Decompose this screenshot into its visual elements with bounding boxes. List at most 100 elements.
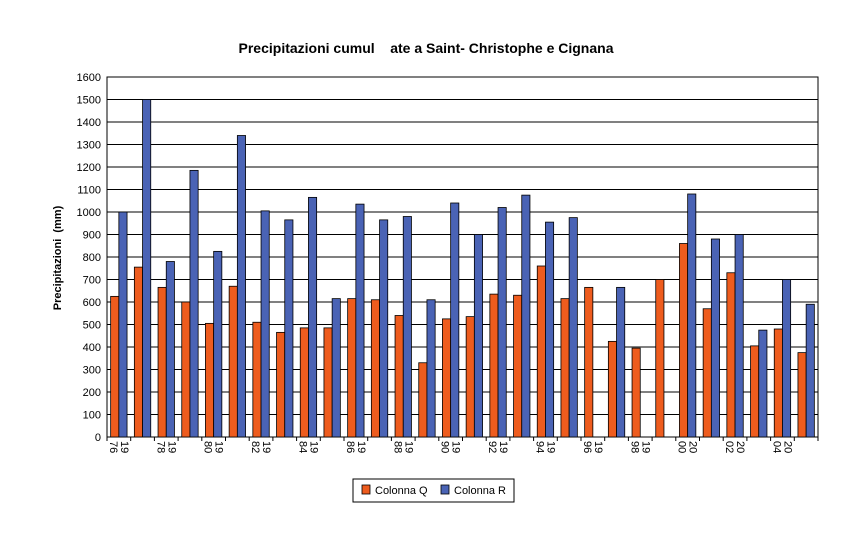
x-tick-label-year: 92 [486,441,498,453]
bar-colonna-q [465,316,475,438]
x-tick-label-century: 20 [687,441,699,453]
bar-colonna-r [118,211,128,438]
y-axis-ticks: 0 100 200 300 400 500 600 700 800 900 1000 1100 1200… [77,72,101,444]
x-tick-label-century: 19 [118,441,130,453]
x-tick-label-century: 19 [592,441,604,453]
x-tick-label-century: 19 [450,441,462,453]
x-tick-label-year: 94 [533,441,545,453]
legend-label: Colonna R [454,485,506,497]
bar-colonna-q [347,298,357,438]
y-tick-label: 700 [83,275,101,287]
x-tick-label-year: 02 [723,441,735,453]
bar-colonna-q [394,315,404,438]
x-tick-label-century: 19 [307,441,319,453]
x-tick-label-century: 19 [260,441,272,453]
x-tick-label-century: 19 [355,441,367,453]
x-tick-label-century: 20 [734,441,746,453]
x-tick-label-year: 00 [676,441,688,453]
bar-colonna-q [797,352,807,438]
bar-colonna-r [331,298,341,438]
y-tick-label: 600 [83,297,101,309]
bar-colonna-r [402,216,412,438]
y-tick-label: 0 [95,432,101,444]
y-tick-label: 1400 [77,117,101,129]
bar-colonna-r [142,99,152,438]
bar-colonna-r [805,303,815,438]
y-tick-label: 300 [83,365,101,377]
bar-colonna-q [205,322,215,438]
bar-colonna-q [110,295,120,438]
x-tick-label-century: 19 [497,441,509,453]
x-tick-label-year: 84 [296,441,308,453]
x-tick-label-century: 20 [781,441,793,453]
bar-colonna-r [165,261,175,438]
x-tick-label-year: 80 [202,441,214,453]
bar-colonna-r [568,217,578,438]
x-tick-label-year: 98 [628,441,640,453]
bar-colonna-r [379,219,389,438]
y-tick-label: 1300 [77,140,101,152]
bar-colonna-r [710,238,720,438]
bar-colonna-r [450,202,460,438]
bar-colonna-r [782,279,792,438]
x-tick-label-year: 86 [344,441,356,453]
y-tick-label: 1000 [77,207,101,219]
x-tick-label-century: 19 [165,441,177,453]
y-tick-label: 200 [83,387,101,399]
bar-colonna-q [536,265,546,438]
x-tick-label-year: 96 [581,441,593,453]
y-tick-label: 1500 [77,95,101,107]
x-tick-label-year: 04 [770,441,782,453]
bar-colonna-q [750,345,760,438]
y-tick-label: 100 [83,410,101,422]
y-tick-label: 400 [83,342,101,354]
x-tick-label-century: 19 [544,441,556,453]
bar-colonna-q [442,318,452,438]
bar-colonna-q [299,327,309,438]
bar-colonna-r [284,219,294,438]
bar-colonna-r [497,207,507,438]
legend-swatch [361,484,371,495]
legend-box [352,478,515,503]
bar-colonna-q [157,286,167,438]
bar-colonna-r [355,203,365,438]
bar-colonna-q [181,301,191,438]
x-tick-label-year: 82 [249,441,261,453]
legend-label: Colonna Q [375,485,428,497]
bar-colonna-r [260,210,270,438]
bar-colonna-r [734,234,744,438]
bar-colonna-q [489,293,499,438]
bar-colonna-q [726,272,736,438]
bar-colonna-r [213,250,223,438]
grid [106,76,819,441]
y-tick-label: 800 [83,252,101,264]
y-tick-label: 1600 [77,72,101,84]
bar-colonna-q [133,266,143,438]
y-tick-label: 500 [83,320,101,332]
x-tick-label-year: 76 [107,441,119,453]
y-tick-label: 1200 [77,162,101,174]
legend: Colonna Q Colonna R [352,478,515,503]
x-tick-label-century: 19 [213,441,225,453]
x-tick-label-year: 88 [391,441,403,453]
bar-colonna-r [426,299,436,438]
bar-colonna-q [418,362,428,438]
y-axis-label: Precipitazioni (mm) [52,205,64,310]
bar-colonna-q [631,347,641,438]
bar-colonna-q [702,308,712,438]
bar-colonna-r [758,329,768,438]
